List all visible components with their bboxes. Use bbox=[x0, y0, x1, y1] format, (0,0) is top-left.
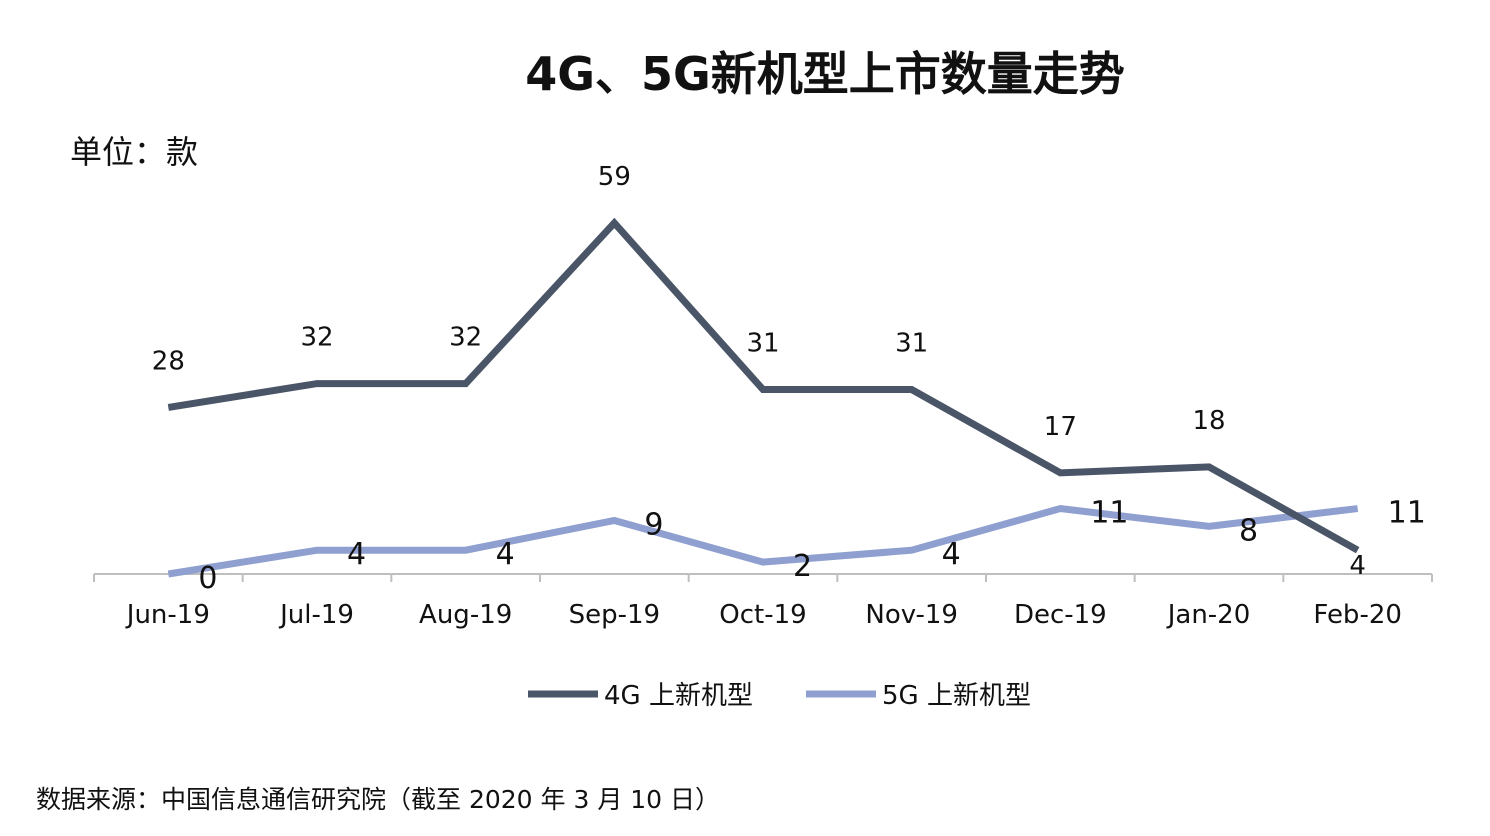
data-label-4g: 17 bbox=[1044, 412, 1077, 442]
x-tick-label: Jun-19 bbox=[125, 600, 210, 630]
data-label-5g: 11 bbox=[1388, 496, 1426, 531]
data-label-4g: 4 bbox=[1349, 551, 1366, 581]
x-axis: Jun-19 Jul-19 Aug-19 Sep-19 Oct-19 Nov-19 Dec-… bbox=[93, 573, 1433, 630]
x-tick-label: Dec-19 bbox=[1014, 600, 1107, 630]
data-label-5g: 4 bbox=[496, 537, 515, 572]
chart-title: 4G、5G新机型上市数量走势 bbox=[525, 47, 1125, 101]
data-label-4g: 31 bbox=[895, 329, 928, 359]
x-tick-label: Jul-19 bbox=[278, 600, 354, 630]
x-tick-label: Nov-19 bbox=[865, 600, 958, 630]
data-label-4g: 32 bbox=[300, 323, 333, 353]
data-label-4g: 32 bbox=[449, 323, 482, 353]
legend-item-4g: 4G 上新机型 bbox=[528, 681, 753, 711]
data-label-4g: 31 bbox=[746, 329, 779, 359]
source-note: 数据来源：中国信息通信研究院（截至 2020 年 3 月 10 日） bbox=[36, 785, 720, 814]
unit-label: 单位：款 bbox=[70, 133, 198, 171]
data-label-4g: 28 bbox=[152, 346, 185, 376]
data-label-5g: 9 bbox=[644, 507, 663, 542]
data-label-4g: 59 bbox=[598, 162, 631, 192]
data-label-5g: 2 bbox=[793, 549, 812, 584]
legend-label: 5G 上新机型 bbox=[882, 681, 1031, 711]
series-5g-line bbox=[167, 504, 1359, 578]
x-tick-label: Jan-20 bbox=[1166, 600, 1251, 630]
x-tick-label: Sep-19 bbox=[569, 600, 660, 630]
data-label-5g: 11 bbox=[1090, 496, 1128, 531]
legend-item-5g: 5G 上新机型 bbox=[806, 681, 1031, 711]
x-tick-label: Aug-19 bbox=[419, 600, 512, 630]
data-label-4g: 18 bbox=[1192, 406, 1225, 436]
x-tick-label: Oct-19 bbox=[719, 600, 806, 630]
data-label-5g: 4 bbox=[347, 537, 366, 572]
data-label-5g: 8 bbox=[1239, 513, 1258, 548]
data-label-5g: 0 bbox=[198, 561, 217, 596]
data-label-5g: 4 bbox=[942, 537, 961, 572]
series-4g-line bbox=[167, 217, 1360, 554]
x-tick-label: Feb-20 bbox=[1313, 600, 1402, 630]
legend-label: 4G 上新机型 bbox=[604, 681, 753, 711]
series-layer bbox=[167, 217, 1360, 578]
data-labels: 28 32 32 59 31 31 17 18 4 0 4 4 9 2 4 11 8 11 bbox=[152, 162, 1426, 596]
legend: 4G 上新机型 5G 上新机型 bbox=[528, 681, 1031, 711]
